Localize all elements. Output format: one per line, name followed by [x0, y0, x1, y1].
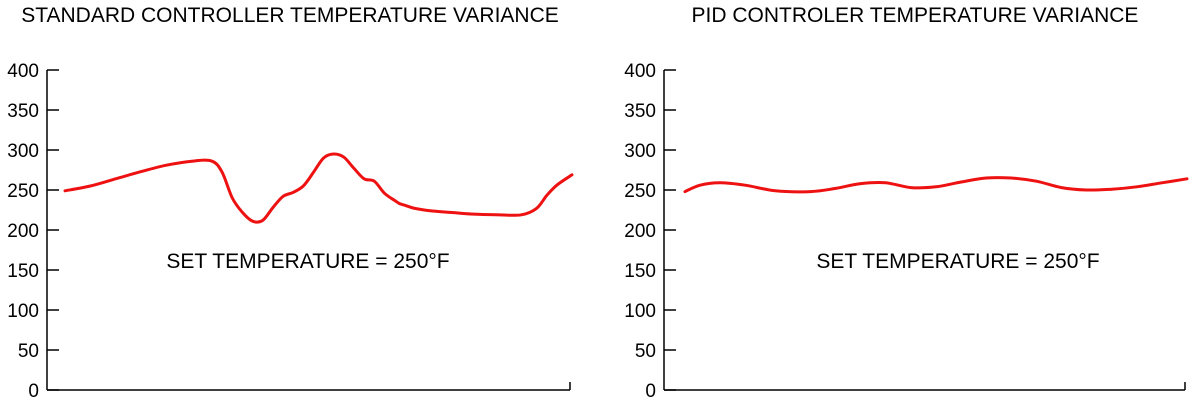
chart-title: STANDARD CONTROLLER TEMPERATURE VARIANCE: [21, 4, 559, 27]
y-tick-label: 300: [624, 141, 656, 162]
chart-panels: STANDARD CONTROLLER TEMPERATURE VARIANCE…: [7, 4, 1189, 402]
y-tick-label: 100: [624, 301, 656, 322]
y-tick-label: 50: [635, 341, 656, 362]
temperature-series-line: [63, 152, 574, 224]
y-tick-label: 150: [624, 261, 656, 282]
y-tick-label: 100: [7, 301, 39, 322]
y-tick-label: 300: [7, 141, 39, 162]
set-temperature-annotation: SET TEMPERATURE = 250°F: [816, 250, 1099, 273]
chart-panel-1: STANDARD CONTROLLER TEMPERATURE VARIANCE…: [7, 4, 574, 402]
chart-panel-2: PID CONTROLER TEMPERATURE VARIANCE 400 350…: [624, 4, 1189, 402]
chart-title: PID CONTROLER TEMPERATURE VARIANCE: [692, 4, 1139, 27]
set-temperature-annotation: SET TEMPERATURE = 250°F: [166, 250, 449, 273]
y-tick-label: 350: [7, 101, 39, 122]
y-tick-label: 400: [624, 61, 656, 82]
y-tick-label: 400: [7, 61, 39, 82]
y-tick-label: 250: [7, 181, 39, 202]
y-tick-label: 50: [18, 341, 39, 362]
y-tick-label: 350: [624, 101, 656, 122]
y-tick-label: 250: [624, 181, 656, 202]
y-tick-label: 0: [28, 381, 39, 402]
y-tick-label: 200: [624, 221, 656, 242]
y-tick-label: 0: [645, 381, 656, 402]
y-tick-label: 150: [7, 261, 39, 282]
y-tick-label: 200: [7, 221, 39, 242]
temperature-series-line: [683, 176, 1189, 194]
